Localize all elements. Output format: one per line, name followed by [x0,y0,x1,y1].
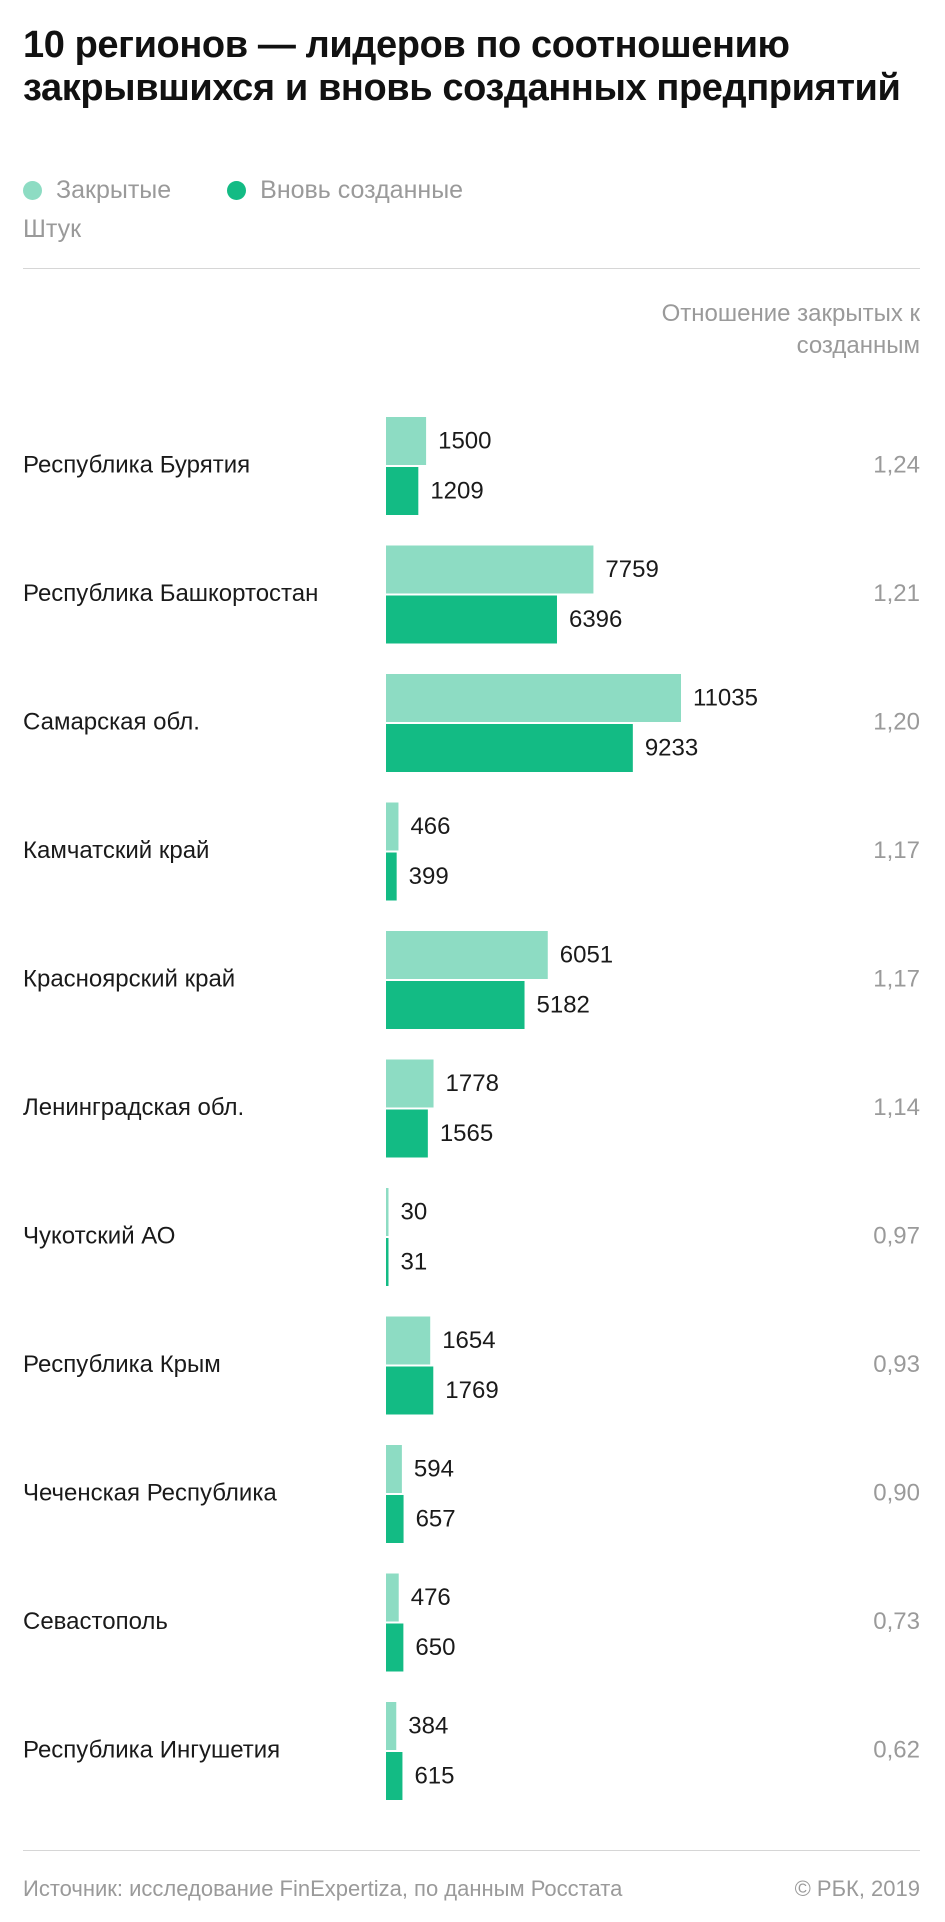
legend-label-created: Вновь созданные [260,175,464,204]
bar-closed [386,1316,431,1365]
bar-closed [386,1573,399,1622]
top-divider [23,268,920,269]
legend-swatch-created [227,180,247,200]
bar-closed [386,1188,389,1236]
bottom-divider [23,1850,920,1851]
ratio-value: 1,21 [873,580,920,607]
value-label-closed: 476 [411,1584,451,1611]
bar-closed [386,674,681,722]
bar-closed [386,545,594,594]
ratio-value: 1,17 [873,965,920,992]
bar-closed [386,1059,434,1108]
category-label: Самарская обл. [23,708,200,735]
chart-title: 10 регионов — лидеров по соотношению зак… [23,24,901,109]
ratio-column-header: Отношение закрытых к созданным [661,300,920,359]
value-label-created: 615 [414,1762,454,1789]
category-label: Чукотский АО [23,1222,175,1249]
category-label: Республика Бурятия [23,451,250,478]
value-label-created: 1565 [440,1120,493,1147]
value-label-created: 1769 [445,1377,498,1404]
bar-closed [386,931,548,979]
ratio-value: 0,62 [873,1736,920,1763]
value-label-created: 5182 [537,991,590,1018]
category-label: Камчатский край [23,837,209,864]
bar-closed [386,802,399,851]
legend-item-closed: Закрытые [23,176,171,205]
value-label-closed: 466 [410,813,450,840]
value-label-created: 650 [415,1634,455,1661]
bar-created [386,467,419,515]
bar-closed [386,417,427,465]
category-label: Севастополь [23,1608,168,1635]
value-label-created: 399 [409,863,449,890]
bar-created [386,852,397,901]
category-label: Республика Ингушетия [23,1736,280,1763]
bar-created [386,1752,403,1800]
bar-created [386,1623,404,1672]
value-label-closed: 594 [414,1455,454,1482]
bar-created [386,724,633,772]
category-label: Республика Башкортостан [23,580,318,607]
ratio-value: 0,93 [873,1351,920,1378]
value-label-closed: 384 [408,1712,448,1739]
value-label-closed: 7759 [605,556,658,583]
value-label-created: 9233 [645,734,698,761]
ratio-value: 1,14 [873,1094,920,1121]
ratio-value: 1,24 [873,451,920,478]
bar-closed [386,1702,397,1750]
bar-created [386,981,525,1029]
value-label-closed: 6051 [560,941,613,968]
ratio-value: 0,97 [873,1222,920,1249]
value-label-closed: 1778 [446,1070,499,1097]
value-label-created: 6396 [569,606,622,633]
bar-created [386,1238,389,1286]
value-label-closed: 1500 [438,427,491,454]
bar-closed [386,1445,402,1493]
bar-created [386,1109,428,1158]
legend-item-created: Вновь созданные [227,176,463,205]
category-label: Республика Крым [23,1351,221,1378]
source-note: Источник: исследование FinExpertiza, по … [23,1876,623,1901]
copyright: © РБК, 2019 [794,1876,920,1901]
bar-created [386,595,557,644]
legend-label-closed: Закрытые [56,175,172,204]
bar-created [386,1366,434,1415]
ratio-value: 1,20 [873,708,920,735]
value-label-created: 657 [416,1505,456,1532]
legend: Закрытые Вновь созданные [23,173,519,207]
value-label-closed: 1654 [442,1327,495,1354]
ratio-value: 0,73 [873,1608,920,1635]
bar-created [386,1495,404,1543]
category-label: Ленинградская обл. [23,1094,244,1121]
value-label-closed: 30 [401,1198,428,1225]
ratio-value: 0,90 [873,1479,920,1506]
value-label-created: 1209 [430,477,483,504]
unit-label: Штук [23,215,82,243]
ratio-value: 1,17 [873,837,920,864]
legend-swatch-closed [23,180,42,200]
value-label-created: 31 [401,1248,428,1275]
category-label: Чеченская Республика [23,1479,277,1506]
category-label: Красноярский край [23,965,235,992]
value-label-closed: 11035 [693,684,758,711]
